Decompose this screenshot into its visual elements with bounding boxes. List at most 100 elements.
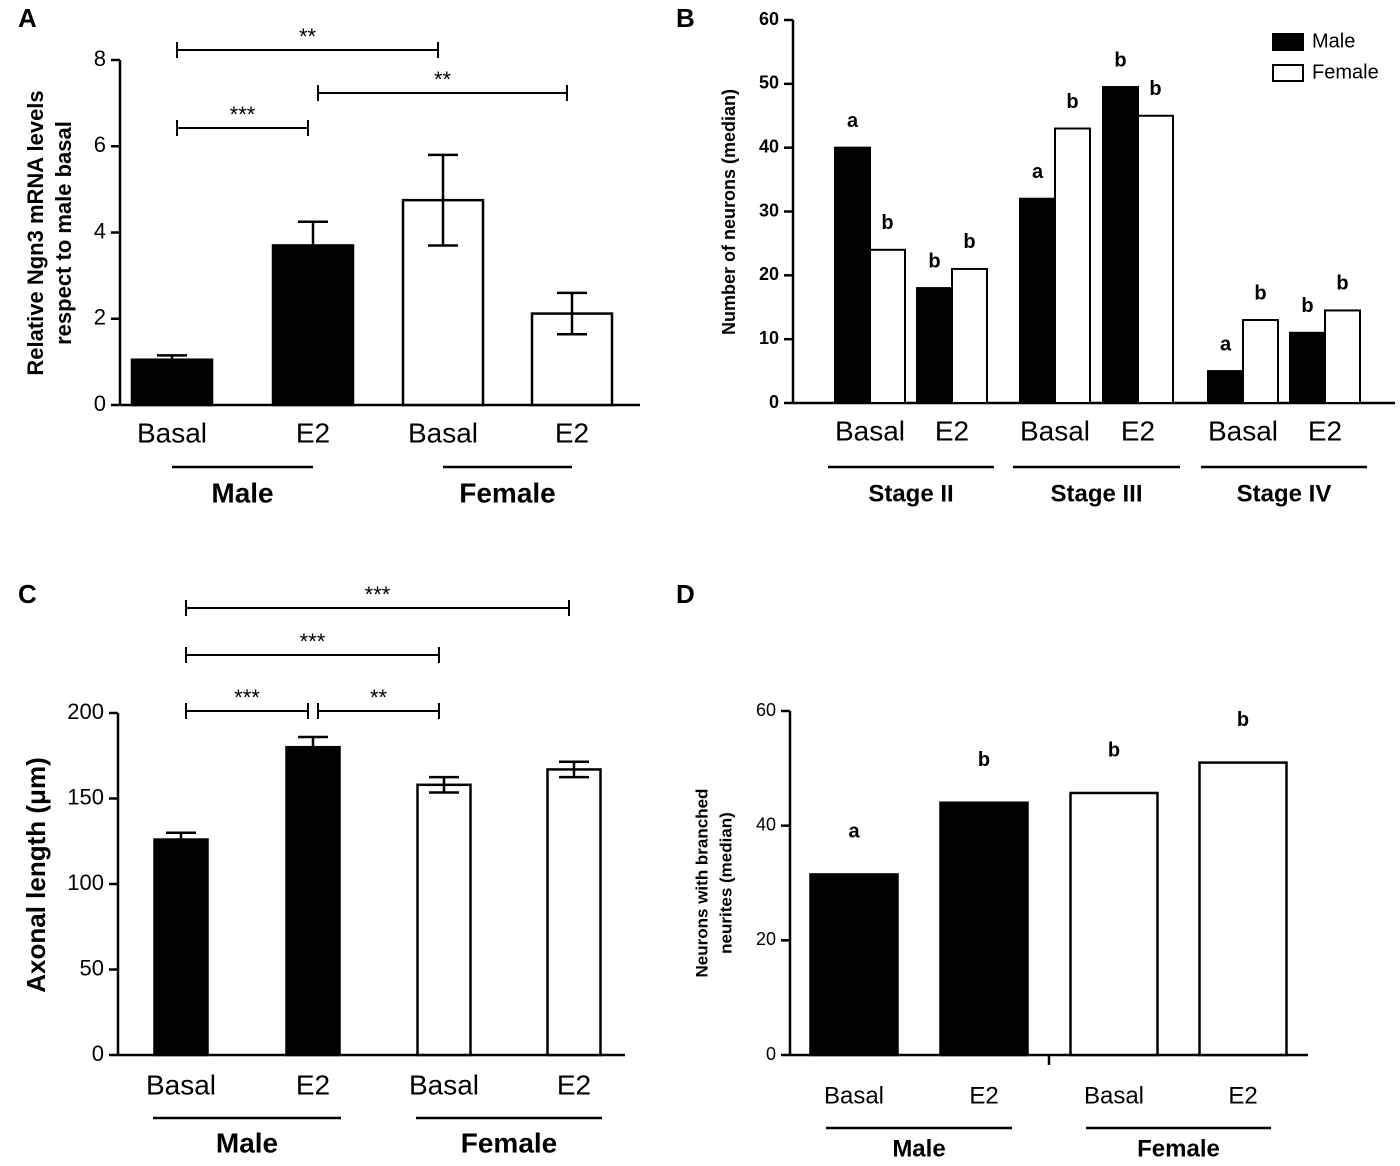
bar: [546, 768, 602, 1057]
significance-letter: a: [848, 821, 860, 843]
bar: [1324, 309, 1361, 405]
x-tick-label: E2: [1228, 1082, 1257, 1109]
bar: [1054, 127, 1091, 404]
y-tick-label: 6: [94, 132, 106, 157]
legend-label: Male: [1312, 30, 1355, 52]
x-tick-label: Basal: [408, 417, 478, 448]
y-tick-label: 60: [759, 9, 779, 29]
y-tick-label: 2: [94, 305, 106, 330]
group-label: Male: [211, 477, 273, 508]
y-tick-label: 4: [94, 218, 106, 243]
legend-swatch: [1272, 33, 1304, 51]
significance-label: **: [299, 24, 317, 49]
y-tick-label: 150: [67, 784, 104, 809]
x-tick-label: E2: [296, 1069, 330, 1100]
error-bar: [429, 775, 459, 794]
bar: [951, 267, 988, 405]
x-tick-label: E2: [969, 1082, 998, 1109]
error-bar: [166, 831, 196, 848]
group-label: Female: [461, 1127, 558, 1158]
significance-label: ***: [234, 685, 260, 710]
legend-label: Female: [1312, 61, 1379, 83]
group-label: Male: [216, 1127, 278, 1158]
y-tick-label: 200: [67, 699, 104, 724]
y-tick-label: 40: [756, 814, 776, 834]
significance-letter: b: [1336, 273, 1348, 295]
y-tick-label: 10: [759, 328, 779, 348]
y-tick-label: 20: [759, 264, 779, 284]
x-tick-label: E2: [555, 417, 589, 448]
error-bar: [557, 291, 587, 336]
group-label: Male: [892, 1135, 945, 1162]
x-tick-label: Basal: [1020, 415, 1090, 446]
bar: [939, 801, 1029, 1057]
bar: [1207, 370, 1244, 405]
bar: [130, 358, 214, 407]
x-tick-label: Basal: [1084, 1082, 1144, 1109]
bar: [285, 745, 341, 1057]
significance-bracket: [176, 120, 309, 136]
group-label: Stage II: [868, 480, 953, 507]
y-tick-label: 50: [759, 73, 779, 93]
y-axis-label: respect to male basal: [51, 121, 76, 345]
panel-label: D: [676, 579, 695, 609]
bar: [1289, 331, 1326, 404]
bar: [1019, 197, 1056, 404]
significance-label: **: [434, 67, 452, 92]
bar: [1198, 761, 1288, 1057]
significance-label: ***: [230, 102, 256, 127]
x-tick-label: E2: [1121, 415, 1155, 446]
y-tick-label: 60: [756, 700, 776, 720]
y-tick-label: 50: [80, 955, 104, 980]
bar: [1137, 114, 1174, 404]
significance-bracket: [317, 703, 440, 719]
y-tick-label: 8: [94, 46, 106, 71]
significance-label: **: [370, 685, 388, 710]
y-tick-label: 0: [766, 1044, 776, 1064]
y-axis-label: Axonal length (μm): [21, 757, 51, 992]
significance-letter: a: [1032, 161, 1044, 183]
significance-bracket: [185, 703, 309, 719]
significance-letter: a: [847, 110, 859, 132]
significance-bracket: [317, 85, 568, 101]
significance-letter: b: [978, 749, 990, 771]
significance-letter: b: [881, 212, 893, 234]
significance-letter: b: [1114, 49, 1126, 71]
significance-letter: b: [1149, 78, 1161, 100]
significance-letter: b: [1254, 282, 1266, 304]
bar: [1102, 86, 1139, 405]
bar: [1242, 319, 1279, 404]
y-tick-label: 100: [67, 870, 104, 895]
bar: [153, 838, 209, 1057]
bar: [271, 244, 355, 407]
error-bar: [298, 735, 328, 759]
significance-bracket: [185, 647, 440, 663]
x-tick-label: E2: [935, 415, 969, 446]
y-tick-label: 40: [759, 136, 779, 156]
x-tick-label: Basal: [409, 1069, 479, 1100]
bar: [416, 783, 472, 1057]
x-tick-label: E2: [557, 1069, 591, 1100]
panel-label: C: [18, 579, 37, 609]
bar: [1069, 791, 1159, 1057]
bar: [809, 873, 899, 1057]
y-axis-label: Relative Ngn3 mRNA levels: [23, 90, 48, 375]
significance-letter: b: [1301, 295, 1313, 317]
significance-bracket: [176, 42, 439, 58]
group-label: Female: [1137, 1135, 1220, 1162]
error-bar: [157, 354, 187, 366]
x-tick-label: Basal: [137, 417, 207, 448]
y-axis-label: Neurons with branched: [692, 789, 711, 978]
significance-letter: b: [1237, 709, 1249, 731]
group-label: Female: [459, 477, 556, 508]
y-tick-label: 20: [756, 929, 776, 949]
significance-letter: b: [928, 250, 940, 272]
significance-label: ***: [365, 582, 391, 607]
x-tick-label: E2: [296, 417, 330, 448]
y-tick-label: 0: [769, 392, 779, 412]
bar: [834, 146, 871, 404]
significance-bracket: [185, 600, 570, 616]
x-tick-label: E2: [1308, 415, 1342, 446]
